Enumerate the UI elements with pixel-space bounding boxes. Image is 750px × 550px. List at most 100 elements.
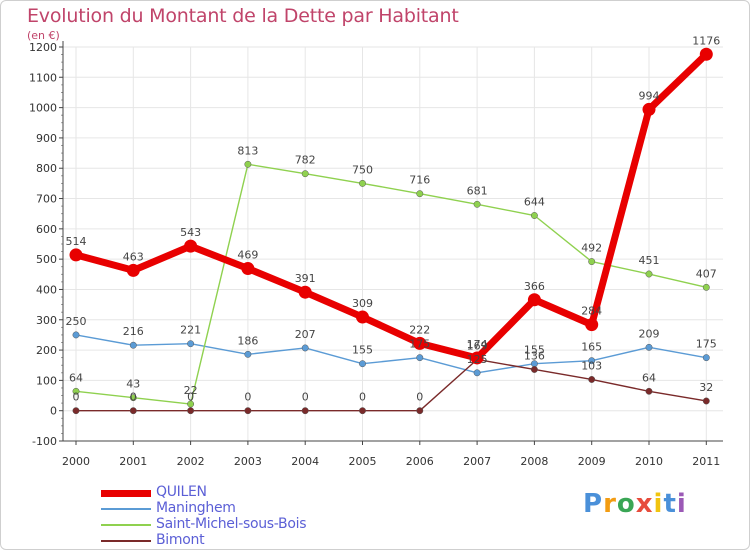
data-point [72, 331, 80, 339]
data-point [298, 285, 312, 299]
data-label: 207 [295, 328, 316, 341]
y-tick-label: 700 [36, 193, 57, 206]
data-point [72, 387, 80, 395]
data-point [588, 376, 596, 383]
x-tick-label: 2007 [463, 455, 491, 468]
data-point [645, 270, 653, 278]
legend-item: Saint-Michel-sous-Bois [101, 516, 421, 533]
data-label: 366 [524, 280, 545, 293]
logo-letter: r [603, 489, 617, 519]
data-point [702, 283, 710, 291]
data-label: 136 [524, 349, 545, 362]
y-tick-label: 400 [36, 283, 57, 296]
data-label: 716 [409, 174, 430, 187]
data-label: 0 [359, 391, 366, 404]
data-label: 0 [130, 391, 137, 404]
data-point [301, 344, 309, 352]
proxiti-logo: Proxiti [583, 489, 687, 519]
legend-swatch [101, 489, 151, 497]
series-line-saint-michel-sous-bois [75, 163, 707, 405]
plot-area [63, 47, 723, 441]
chart-subtitle: (en €) [27, 29, 60, 42]
data-point [416, 190, 424, 198]
legend-item: Maninghem [101, 500, 421, 517]
y-tick-label: 200 [36, 344, 57, 357]
data-label: 155 [524, 344, 545, 357]
y-tick-label: 1000 [29, 102, 57, 115]
y-tick-label: 0 [50, 405, 57, 418]
y-tick-label: 1200 [29, 41, 57, 54]
logo-letter: i [676, 489, 687, 519]
chart-legend: QUILEN Maninghem Saint-Michel-sous-Bois Bim… [101, 484, 421, 549]
legend-swatch [101, 524, 151, 526]
data-point [645, 343, 653, 351]
data-label: 407 [696, 267, 717, 280]
data-label: 514 [66, 235, 87, 248]
data-point [585, 318, 599, 332]
data-point [702, 397, 710, 405]
logo-letter: i [653, 489, 664, 519]
x-tick-label: 2005 [349, 455, 377, 468]
legend-label: Saint-Michel-sous-Bois [156, 516, 307, 532]
data-label: 469 [237, 249, 258, 262]
data-label: 174 [467, 338, 488, 351]
x-tick-label: 2002 [177, 455, 205, 468]
legend-item: QUILEN [101, 484, 421, 501]
series-line-maninghem [75, 334, 707, 374]
data-point [184, 239, 198, 253]
data-point [69, 248, 83, 262]
data-label: 169 [467, 339, 488, 352]
data-point [416, 407, 424, 415]
data-label: 221 [180, 324, 201, 337]
data-point [126, 263, 140, 277]
data-point [244, 160, 252, 168]
data-label: 216 [123, 325, 144, 338]
data-point [244, 407, 252, 415]
y-tick-label: 900 [36, 132, 57, 145]
data-point [72, 407, 80, 415]
data-point [187, 400, 195, 408]
data-label: 284 [581, 305, 602, 318]
data-label: 750 [352, 163, 373, 176]
data-point [413, 336, 427, 350]
x-tick-label: 2001 [119, 455, 147, 468]
data-point [588, 357, 596, 365]
data-label: 543 [180, 226, 201, 239]
data-point [359, 407, 366, 415]
logo-letter: t [663, 489, 677, 519]
data-point [129, 407, 137, 415]
data-label: 0 [416, 391, 423, 404]
data-label: 994 [639, 89, 660, 102]
data-point [527, 293, 541, 307]
data-point [530, 212, 538, 219]
data-label: 391 [295, 272, 316, 285]
data-label: 175 [696, 338, 717, 351]
data-label: 222 [409, 323, 430, 336]
data-point [699, 47, 713, 61]
logo-letter: x [635, 489, 654, 519]
data-point [187, 340, 195, 348]
data-label: 175 [409, 338, 430, 351]
data-point [301, 170, 309, 178]
legend-label: Maninghem [156, 500, 236, 516]
data-label: 155 [352, 344, 373, 357]
data-point [129, 394, 137, 402]
data-label: 681 [467, 184, 488, 197]
x-tick-label: 2011 [692, 455, 720, 468]
data-label: 22 [184, 384, 198, 397]
data-point [645, 387, 653, 395]
data-label: 103 [581, 359, 602, 372]
data-label: 125 [467, 353, 488, 366]
data-point [416, 354, 424, 362]
series-line-quilen [72, 50, 710, 362]
chart-title: Evolution du Montant de la Dette par Hab… [27, 5, 459, 27]
data-label: 32 [699, 381, 713, 394]
data-point [301, 407, 309, 415]
legend-label: Bimont [156, 532, 205, 548]
data-label: 64 [69, 371, 83, 384]
y-tick-label: 300 [36, 314, 57, 327]
legend-swatch [101, 508, 151, 510]
data-label: 64 [642, 371, 656, 384]
data-point [470, 351, 484, 365]
